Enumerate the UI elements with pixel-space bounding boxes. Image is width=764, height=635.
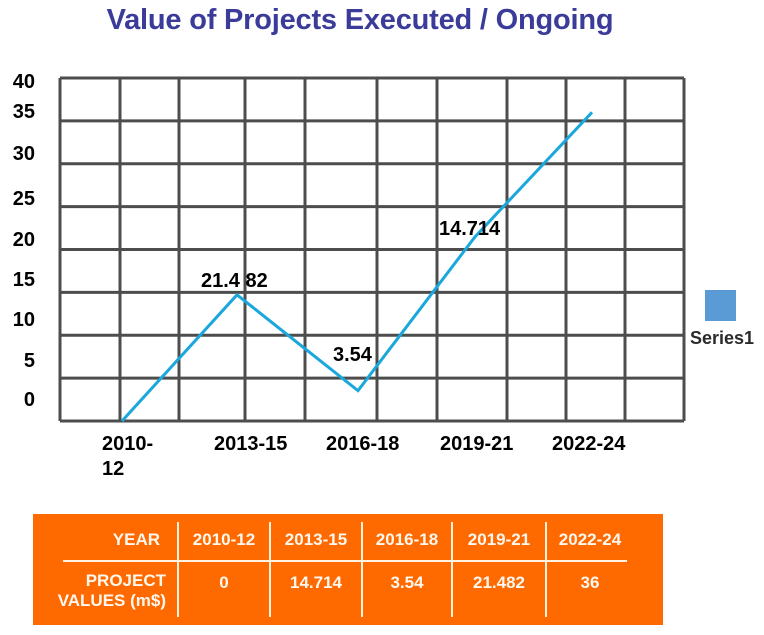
table-divider — [177, 522, 179, 617]
table-value-cell: 14.714 — [290, 573, 342, 592]
series-lines — [120, 111, 594, 423]
y-tick-label: 25 — [13, 188, 35, 210]
table-header-project-values: PROJECT VALUES (m$) — [43, 571, 166, 611]
table-divider-horizontal — [63, 560, 627, 562]
table-year-cell: 2013-15 — [284, 530, 348, 549]
data-table: YEAR PROJECT VALUES (m$) 2010-12 2013-15… — [33, 514, 663, 625]
table-divider — [361, 522, 363, 617]
y-tick-label: 0 — [24, 389, 35, 411]
x-tick-label: 2019-21 — [440, 433, 513, 455]
chart-title: Value of Projects Executed / Ongoing — [106, 4, 614, 36]
table-divider — [451, 522, 453, 617]
y-tick-label: 10 — [13, 309, 35, 331]
data-label: 21.4 82 — [201, 270, 268, 292]
x-tick-label: 2013-15 — [214, 433, 287, 455]
series-line-series1 — [120, 111, 594, 423]
x-tick-label: 2016-18 — [326, 433, 399, 455]
x-tick-label: 12 — [102, 458, 124, 480]
table-value-cell: 36 — [580, 573, 600, 592]
data-labels: 21.4 82 3.54 14.714 — [201, 218, 501, 366]
table-year-cell: 2010-12 — [192, 530, 256, 549]
table-year-cell: 2016-18 — [375, 530, 439, 549]
table-value-cell: 21.482 — [473, 573, 525, 592]
y-tick-label: 30 — [13, 143, 35, 165]
x-tick-label: 2010- — [102, 433, 153, 455]
table-divider — [269, 522, 271, 617]
y-tick-label: 15 — [13, 269, 35, 291]
y-tick-label: 20 — [13, 229, 35, 251]
x-tick-label: 2022-24 — [552, 433, 626, 455]
data-label: 14.714 — [439, 218, 501, 240]
y-axis-ticks: 0 5 10 15 20 25 30 35 40 — [13, 71, 35, 411]
table-header-line: PROJECT — [85, 571, 166, 590]
table-year-cell: 2019-21 — [467, 530, 531, 549]
table-header-line: VALUES (m$) — [57, 591, 166, 610]
data-label: 3.54 — [333, 344, 373, 366]
chart-grid — [58, 76, 686, 423]
y-tick-label: 35 — [13, 101, 35, 123]
table-value-cell: 0 — [219, 573, 229, 592]
table-divider — [545, 522, 547, 617]
table-value-cell: 3.54 — [390, 573, 424, 592]
y-tick-label: 5 — [24, 350, 35, 372]
table-year-cell: 2022-24 — [558, 530, 622, 549]
table-header-year: YEAR — [112, 530, 160, 549]
legend-label-series1: Series1 — [690, 328, 755, 348]
y-tick-label: 40 — [13, 71, 35, 93]
x-axis-ticks: 2010- 12 2013-15 2016-18 2019-21 2022-24 — [102, 433, 626, 480]
legend-swatch-series1 — [705, 290, 736, 321]
